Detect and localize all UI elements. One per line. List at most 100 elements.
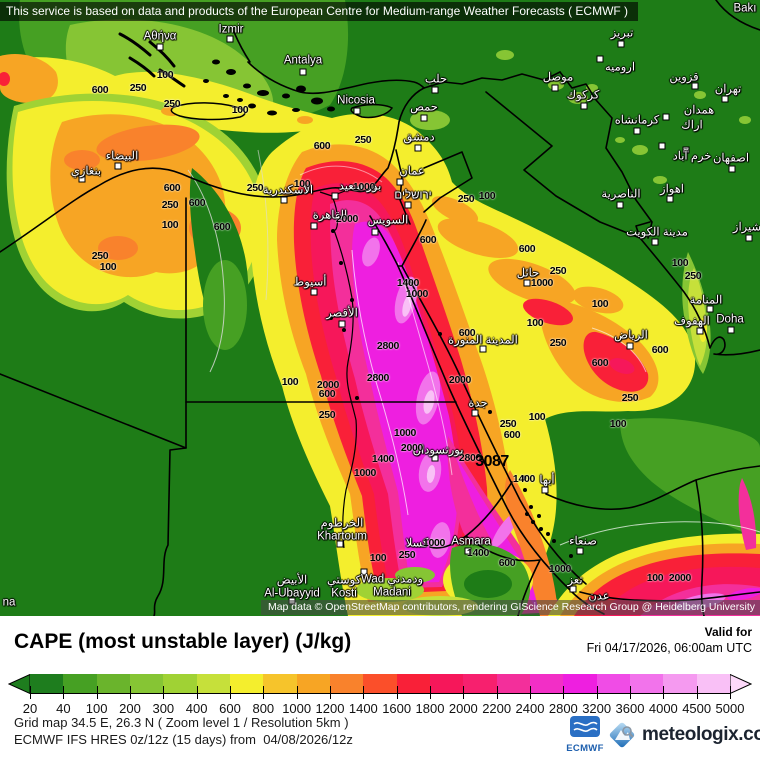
city-label: الأقصر — [326, 307, 358, 320]
cape-map[interactable]: Αθήνα Izmir Antalya Nicosia حلب حمص دمشق موصل كر… — [0, 0, 760, 616]
scale-value: 300 — [152, 701, 175, 716]
scale-value: 1000 — [282, 701, 312, 716]
color-bar-segment — [30, 674, 64, 693]
contour-value-label: 250 — [457, 193, 475, 205]
contour-value-label: 2000 — [400, 442, 424, 454]
scale-value: 3200 — [582, 701, 612, 716]
city-marker — [576, 547, 584, 555]
city-marker — [616, 201, 624, 209]
city-marker — [633, 127, 641, 135]
meteologix-logo[interactable]: meteologix.com — [606, 719, 760, 751]
grid-info-line: Grid map 34.5 E, 26.3 N ( Zoom level 1 /… — [14, 715, 349, 730]
city-marker — [479, 345, 487, 353]
city-label: الخرطوم Khartoum — [317, 517, 367, 542]
city-label: ירושלים — [394, 189, 432, 202]
scale-value: 1400 — [348, 701, 378, 716]
scale-value: 800 — [252, 701, 275, 716]
scale-tick — [130, 686, 131, 699]
contour-value-label: 600 — [503, 429, 521, 441]
contour-value-label: 250 — [91, 250, 109, 262]
contour-value-label: 100 — [528, 411, 546, 423]
scale-tick — [696, 686, 698, 699]
city-label: Doha — [716, 313, 744, 326]
color-bar-segment — [396, 674, 430, 693]
color-bar-segment — [96, 674, 130, 693]
city-marker — [414, 144, 422, 152]
city-marker — [658, 142, 666, 150]
city-label: البيضاء — [105, 150, 139, 163]
scale-value: 400 — [185, 701, 208, 716]
city-label: شيراز — [732, 221, 760, 234]
city-marker — [360, 568, 368, 576]
scale-value: 1200 — [315, 701, 345, 716]
city-marker — [666, 195, 674, 203]
contour-value-label: 250 — [398, 549, 416, 561]
contour-value-label: 600 — [313, 140, 331, 152]
scale-tick — [30, 686, 31, 699]
scale-value: 20 — [22, 701, 38, 716]
contour-value-label: 1000 — [422, 537, 446, 549]
city-marker — [464, 547, 472, 555]
ecmwf-logo-text: ECMWF — [566, 743, 604, 754]
contour-value-label: 600 — [213, 221, 231, 233]
scale-arrow-left — [8, 674, 30, 694]
city-label: الهفوف — [674, 315, 710, 328]
model-run-line: ECMWF IFS HRES 0z/12z (15 days) from 04/… — [14, 732, 353, 747]
ecmwf-logo[interactable]: ECMWF — [562, 716, 608, 754]
color-bar-segment — [429, 674, 464, 693]
color-bar-segment — [196, 674, 230, 693]
contour-value-label: 250 — [499, 418, 517, 430]
color-bar-segment — [229, 674, 264, 693]
city-marker — [331, 192, 339, 200]
scale-value: 1600 — [382, 701, 412, 716]
scale-tick — [596, 686, 598, 699]
contour-value-label: 250 — [163, 98, 181, 110]
city-marker — [691, 82, 699, 90]
city-label: بنغازي — [70, 165, 102, 178]
contour-value-label: 2800 — [458, 452, 482, 464]
city-marker — [280, 196, 288, 204]
city-marker — [662, 113, 670, 121]
scale-tick — [230, 686, 231, 699]
scale-tick — [296, 686, 298, 699]
city-label: الرياض — [614, 329, 648, 342]
scale-tick — [363, 686, 365, 699]
scale-tick — [663, 686, 665, 699]
contour-value-label: 2000 — [668, 572, 692, 584]
contour-value-label: 1000 — [530, 277, 554, 289]
city-label: خرم آباد — [672, 150, 712, 163]
city-label: السويس — [367, 214, 409, 227]
city-label: الاسكندرية — [262, 184, 314, 197]
scale-value: 1800 — [415, 701, 445, 716]
scale-tick — [63, 686, 65, 699]
contour-value-label: 250 — [318, 409, 336, 421]
city-marker — [431, 454, 439, 462]
max-value-label: 3087 — [475, 453, 509, 470]
color-bar-segments — [30, 674, 730, 694]
city-marker — [336, 540, 344, 548]
scale-tick — [463, 686, 465, 699]
city-label: na — [2, 596, 16, 609]
city-label: كركوك — [566, 89, 600, 102]
contour-value-label: 100 — [156, 69, 174, 81]
city-label: كرمانشاه — [614, 114, 660, 127]
color-bar-segment — [696, 674, 730, 693]
city-label: الأبيض Al-Ubayyid — [264, 574, 320, 599]
city-label: أبها — [539, 474, 555, 487]
contour-value-label: 600 — [591, 357, 609, 369]
contour-value-label: 1000 — [393, 427, 417, 439]
city-label: Bakı — [733, 2, 757, 15]
contour-value-label: 1000 — [405, 288, 429, 300]
contour-value-label: 600 — [318, 388, 336, 400]
contour-value-label: 250 — [684, 270, 702, 282]
scale-value: 4500 — [682, 701, 712, 716]
city-label: المنامة — [689, 294, 723, 307]
city-label: اصفهان — [712, 152, 750, 165]
city-label: Izmir — [218, 23, 244, 36]
contour-value-label: 1000 — [353, 467, 377, 479]
color-bar-segment — [163, 674, 197, 693]
city-marker — [745, 234, 753, 242]
scale-value: 200 — [119, 701, 141, 716]
meteologix-brand-text: meteologix.com — [642, 724, 760, 745]
contour-value-label: 600 — [419, 234, 437, 246]
